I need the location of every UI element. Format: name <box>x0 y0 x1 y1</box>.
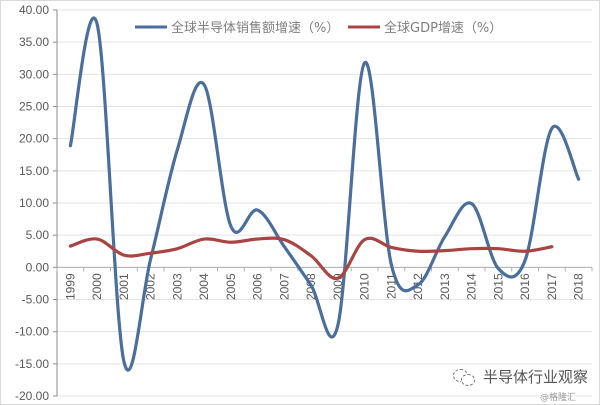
x-tick-label: 2001 <box>117 273 131 300</box>
y-tick-label: 40.00 <box>19 3 49 17</box>
x-tick-label: 2014 <box>465 273 479 300</box>
wechat-icon <box>453 368 475 386</box>
legend-label: 全球GDP增速（%） <box>384 20 502 36</box>
x-tick-label: 2004 <box>197 273 211 300</box>
legend-label: 全球半导体销售额增速（%） <box>171 20 339 36</box>
x-tick-label: 2006 <box>251 273 265 300</box>
x-tick-label: 2010 <box>358 273 372 300</box>
y-tick-label: -10.00 <box>15 325 49 339</box>
series-lines <box>68 16 581 372</box>
y-tick-label: 30.00 <box>19 67 49 81</box>
y-tick-label: -20.00 <box>15 389 49 403</box>
x-tick-label: 2018 <box>572 273 586 300</box>
y-tick-label: 25.00 <box>19 100 49 114</box>
x-tick-label: 2003 <box>170 273 184 300</box>
y-tick-label: 35.00 <box>19 35 49 49</box>
semiconductor-sales-growth-line <box>68 16 581 372</box>
credit-text: @格隆汇 <box>540 393 577 403</box>
x-tick-label: 2016 <box>518 273 532 300</box>
y-tick-label: 5.00 <box>26 228 50 242</box>
x-tick-label: 1999 <box>63 273 77 300</box>
x-axis: 1999 2000 2001 2002 2003 2004 2005 2006 2007 2008… <box>56 266 593 300</box>
x-tick-label: 2017 <box>545 273 559 300</box>
y-axis: 40.00 35.00 30.00 25.00 20.00 15.00 10.00 5.00 0… <box>15 3 58 403</box>
x-tick-label: 2013 <box>438 273 452 300</box>
y-tick-label: 10.00 <box>19 196 49 210</box>
x-tick-label: 2000 <box>90 273 104 300</box>
brand-text: 半导体行业观察 <box>483 368 589 386</box>
y-tick-label: 15.00 <box>19 164 49 178</box>
y-tick-label: -15.00 <box>15 357 49 371</box>
y-tick-label: 20.00 <box>19 132 49 146</box>
gdp-growth-line <box>68 236 554 280</box>
x-tick-label: 2007 <box>277 273 291 300</box>
y-tick-label: 0.00 <box>26 260 50 274</box>
legend: 全球半导体销售额增速（%） 全球GDP增速（%） <box>135 20 502 36</box>
y-tick-label: -5.00 <box>22 293 50 307</box>
x-tick-label: 2005 <box>224 273 238 300</box>
x-tick-label: 2015 <box>491 273 505 300</box>
watermark: 半导体行业观察 <box>453 366 588 387</box>
